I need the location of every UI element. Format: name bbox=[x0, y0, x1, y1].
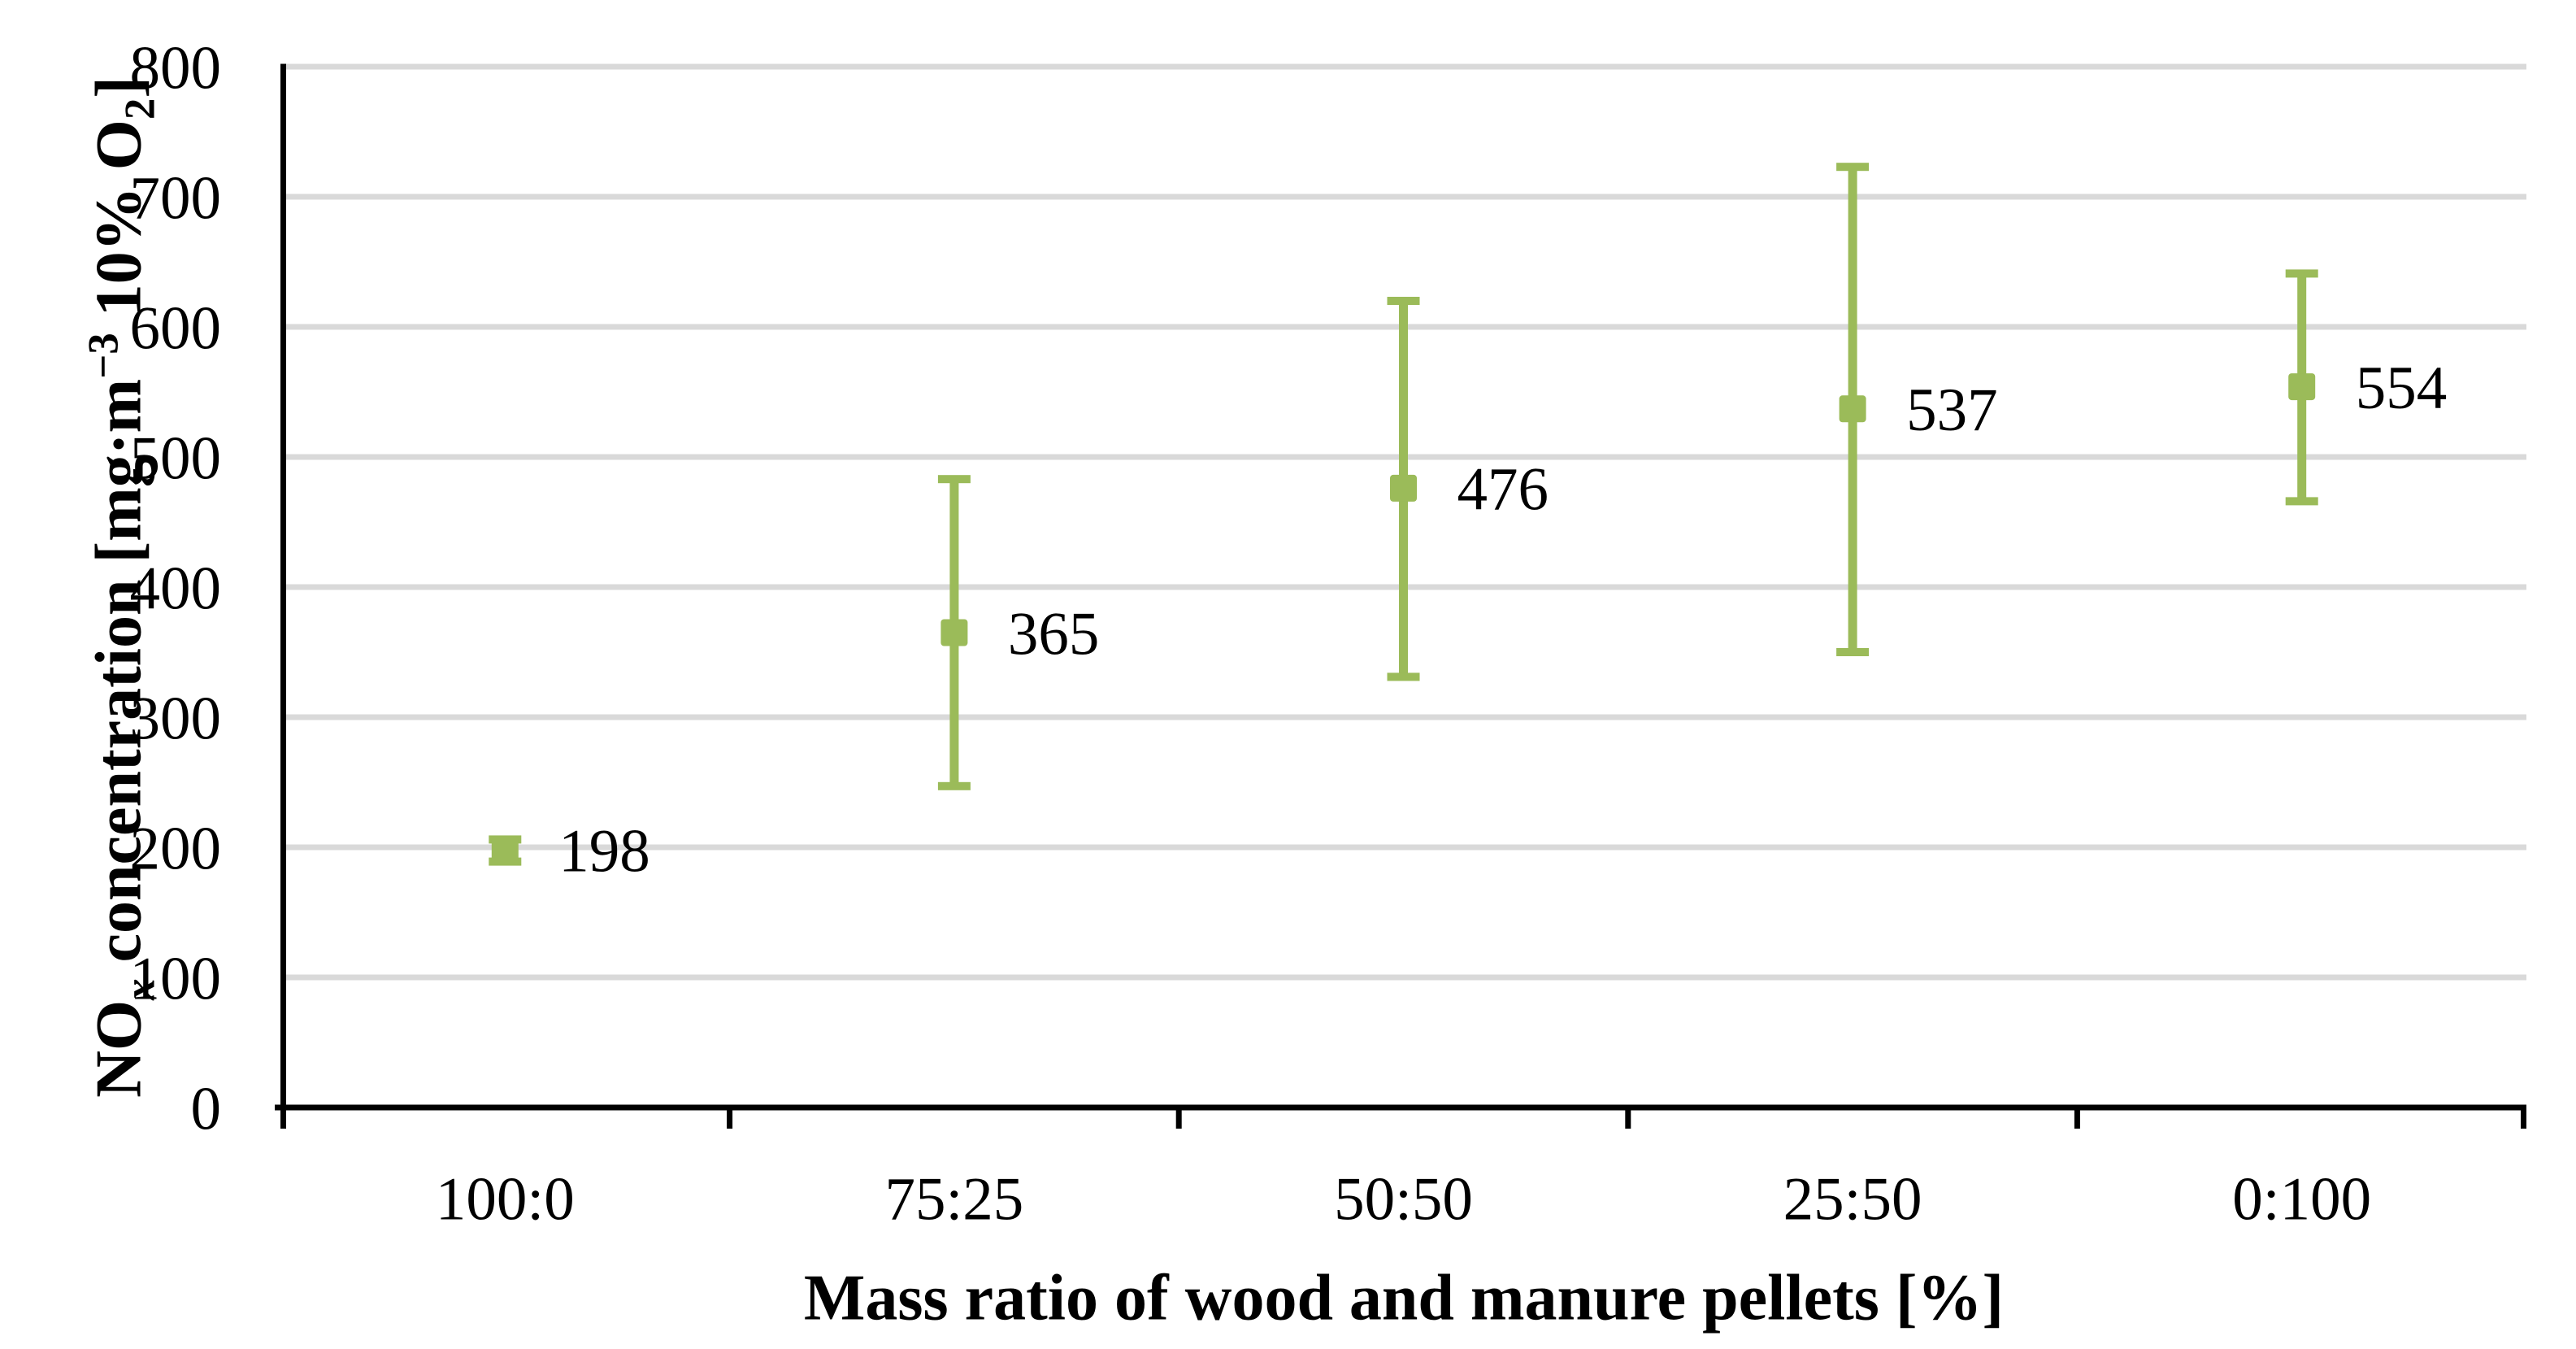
data-label: 476 bbox=[1457, 456, 1549, 524]
data-point-marker bbox=[1839, 395, 1866, 423]
y-tick-label: 400 bbox=[130, 555, 222, 622]
data-label: 365 bbox=[1008, 600, 1100, 668]
x-axis-title: Mass ratio of wood and manure pellets [%… bbox=[803, 1262, 2005, 1334]
data-label: 198 bbox=[558, 817, 650, 885]
y-axis-title-run: x bbox=[116, 978, 164, 1000]
y-axis-title-run: NO bbox=[83, 999, 155, 1098]
y-axis-title-run: −3 bbox=[80, 333, 128, 379]
y-tick-label: 100 bbox=[130, 945, 222, 1012]
x-tick-label: 75:25 bbox=[884, 1165, 1023, 1233]
y-axis-title-run: 2 bbox=[116, 98, 164, 120]
x-tick-label: 50:50 bbox=[1334, 1165, 1473, 1233]
error-bar-top-cap bbox=[1836, 163, 1870, 172]
y-tick-label: 300 bbox=[130, 685, 222, 752]
y-tick-label: 600 bbox=[130, 294, 222, 362]
error-bar-bottom-cap bbox=[1836, 648, 1870, 656]
y-tick-label: 200 bbox=[130, 815, 222, 882]
y-tick-label: 700 bbox=[130, 164, 222, 232]
x-tick-label: 0:100 bbox=[2232, 1165, 2371, 1233]
error-bar-bottom-cap bbox=[2285, 497, 2318, 506]
error-bar-top-cap bbox=[937, 475, 971, 484]
y-axis-title-run: ] bbox=[83, 76, 155, 98]
data-label: 537 bbox=[1906, 376, 1998, 444]
error-bar-bottom-cap bbox=[1387, 672, 1420, 681]
y-tick-label: 500 bbox=[130, 424, 222, 492]
x-tick-label: 25:50 bbox=[1783, 1165, 1922, 1233]
data-label: 554 bbox=[2356, 355, 2448, 422]
error-bar-top-cap bbox=[2285, 269, 2318, 278]
data-point-marker bbox=[2288, 373, 2316, 401]
x-tick-label: 100:0 bbox=[436, 1165, 575, 1233]
y-axis-title-run: concentration [mg·m bbox=[83, 378, 155, 979]
error-bar-top-cap bbox=[1387, 297, 1420, 305]
y-tick-label: 0 bbox=[191, 1075, 222, 1142]
data-point-marker bbox=[940, 619, 968, 646]
error-bar-bottom-cap bbox=[937, 781, 971, 790]
data-point-marker bbox=[1390, 474, 1417, 502]
data-point-marker bbox=[491, 836, 519, 864]
y-axis-title: NOx concentration [mg·m−3 10% O2] bbox=[80, 76, 165, 1098]
y-axis-title-run: 10% O bbox=[83, 120, 155, 333]
y-tick-label: 800 bbox=[130, 34, 222, 102]
